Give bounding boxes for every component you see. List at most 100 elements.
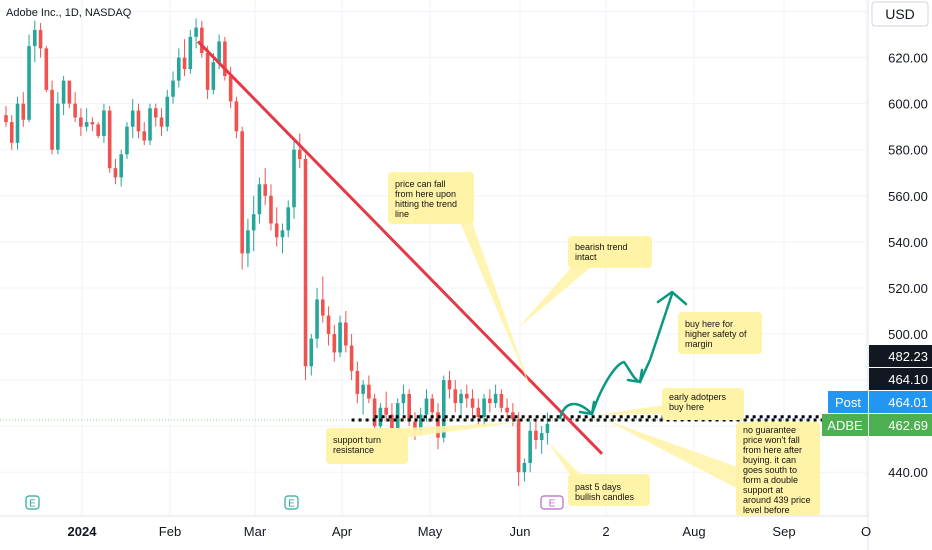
candle-body <box>493 393 498 404</box>
candle <box>257 177 262 224</box>
candle-body <box>321 299 325 316</box>
earnings-marker-text: E <box>288 499 295 510</box>
candle-body <box>130 110 135 127</box>
candle-body <box>355 370 360 394</box>
candle-body <box>263 184 267 196</box>
candle <box>223 36 227 81</box>
x-tick-label: 2 <box>602 524 609 539</box>
candle <box>136 103 141 139</box>
note-bearish-trend[interactable]: bearish trend intact <box>568 236 652 268</box>
candle-body <box>390 414 394 436</box>
chart-title: Adobe Inc., 1D, NASDAQ <box>6 7 132 19</box>
bearish-trend-line[interactable] <box>196 40 604 455</box>
dividend-marker[interactable]: E <box>540 495 564 510</box>
candle <box>511 403 515 427</box>
candle <box>84 108 89 132</box>
note-line: early adotpers <box>669 392 727 402</box>
note-bullish-candles[interactable]: past 5 days bullish candles <box>568 474 650 506</box>
projection-arrow[interactable] <box>558 290 688 420</box>
candle-body <box>499 393 504 408</box>
candle <box>240 126 244 270</box>
y-tick-label: 440.00 <box>888 465 928 480</box>
ticker-price-value: 462.69 <box>888 418 928 433</box>
candle-body <box>113 168 118 178</box>
x-tick-label: 2024 <box>68 524 98 539</box>
candle-body <box>338 322 342 353</box>
candle <box>516 412 521 487</box>
candle-body <box>188 36 193 70</box>
candle <box>349 334 354 381</box>
x-tick-label: Feb <box>159 524 181 539</box>
candle-body <box>125 126 129 155</box>
note-line: buying. it can <box>743 455 796 465</box>
candle <box>234 96 239 139</box>
candle <box>297 133 302 169</box>
note-support-resistance[interactable]: support turn resistance <box>326 428 408 464</box>
candle <box>499 389 504 413</box>
candle-body <box>545 423 550 434</box>
note-line: intact <box>575 252 597 262</box>
last-price-value: 482.23 <box>888 349 928 364</box>
candle-body <box>4 115 8 123</box>
candle-body <box>38 29 43 49</box>
post-price-value: 464.01 <box>888 395 928 410</box>
candle <box>539 426 544 454</box>
candle-body <box>470 398 475 408</box>
candle <box>263 168 267 206</box>
resistance-price-badge: 464.10 <box>869 368 932 390</box>
candle-body <box>79 117 83 127</box>
candle-body <box>177 57 181 81</box>
candle-body <box>516 419 521 473</box>
x-tick-label: O <box>861 524 871 539</box>
earnings-marker[interactable]: E <box>25 495 40 510</box>
note-line: price won't fall <box>743 435 800 445</box>
note-no-guarantee[interactable]: no guarantee price won't fall from here af… <box>736 422 820 516</box>
candle-body <box>539 433 544 440</box>
note-line: buy here for <box>685 319 733 329</box>
candle <box>465 384 469 408</box>
candle <box>211 52 216 95</box>
candle-body <box>107 110 112 169</box>
earnings-marker[interactable]: E <box>284 495 299 510</box>
candle <box>61 76 66 116</box>
currency-selector[interactable]: USD <box>871 1 929 27</box>
candle <box>436 403 440 450</box>
candle <box>321 276 325 323</box>
candle <box>159 108 164 136</box>
note-line: support turn <box>333 435 381 445</box>
note-trend-touch[interactable]: price can fall from here upon hitting the … <box>388 172 474 224</box>
candle <box>361 380 365 415</box>
candle <box>153 103 158 127</box>
candle <box>90 117 95 132</box>
note-buy-here[interactable]: buy here for higher safety of margin <box>678 312 762 354</box>
candle-body <box>505 407 509 413</box>
note6-pointer <box>548 442 584 478</box>
candle-body <box>142 131 147 141</box>
candle <box>292 138 296 219</box>
candle-body <box>522 463 527 473</box>
candle <box>522 458 527 482</box>
note-early-adopters[interactable]: early adotpers buy here <box>662 388 744 420</box>
candle <box>125 122 129 159</box>
candle <box>67 80 72 109</box>
candle-body <box>309 338 314 367</box>
candle-body <box>430 398 435 413</box>
ticker-label: ADBE <box>827 418 863 433</box>
note-line: buy here <box>669 402 704 412</box>
candle <box>332 324 337 362</box>
candle <box>367 375 371 404</box>
post-label: Post <box>835 395 861 410</box>
candle <box>251 195 256 252</box>
y-tick-label: 620.00 <box>888 51 928 66</box>
candle-body <box>349 345 354 371</box>
candle-body <box>447 380 452 390</box>
candle-body <box>424 398 429 415</box>
candle-body <box>413 421 417 431</box>
y-tick-label: 560.00 <box>888 189 928 204</box>
note-line: past 5 days <box>575 482 622 492</box>
